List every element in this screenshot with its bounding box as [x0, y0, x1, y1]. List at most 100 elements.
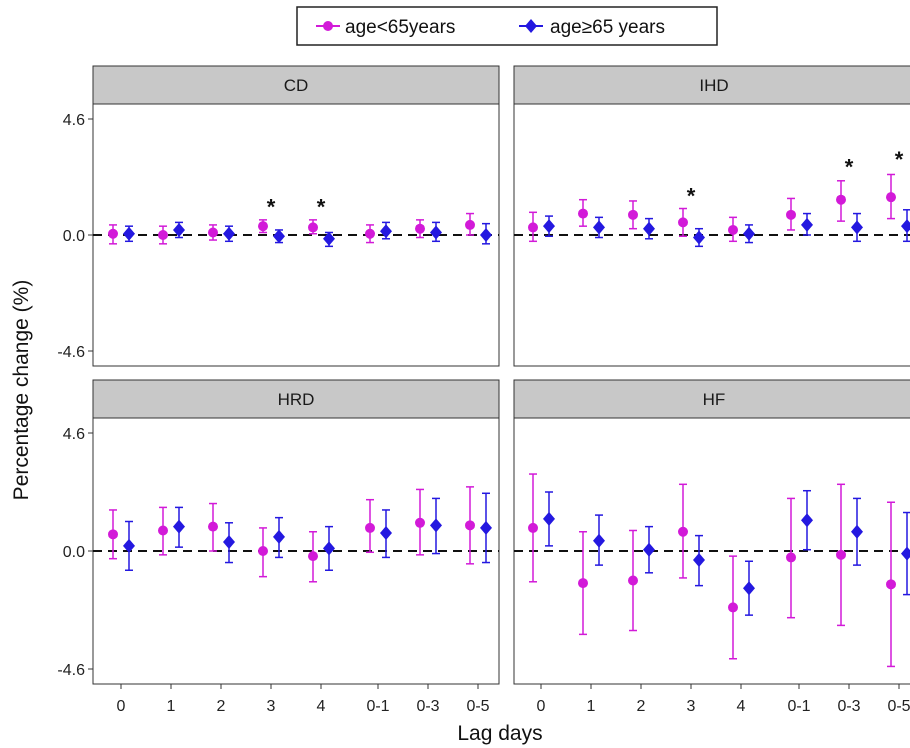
data-point — [801, 217, 813, 232]
data-point — [578, 578, 588, 589]
x-tick-label: 3 — [267, 698, 276, 715]
y-tick-label: 0.0 — [63, 544, 85, 561]
legend-label: age<65years — [345, 17, 455, 38]
significance-marker: * — [895, 147, 904, 172]
facet-panels: CD * * IHD * * * HRD HF — [92, 65, 910, 685]
panel-title: CD — [284, 76, 309, 95]
data-point — [323, 541, 335, 556]
data-point — [643, 221, 655, 236]
data-point — [323, 231, 335, 246]
data-point — [158, 230, 168, 240]
data-point — [480, 520, 492, 535]
data-point — [786, 552, 796, 563]
data-point — [743, 226, 755, 241]
data-point — [543, 219, 555, 234]
panel-title: HF — [703, 390, 726, 409]
panel-hf: HF — [513, 379, 910, 685]
legend-label: age≥65 years — [550, 17, 665, 38]
data-point — [415, 223, 425, 234]
data-point — [851, 524, 863, 539]
data-point — [528, 522, 538, 533]
x-tick-label: 3 — [687, 698, 696, 715]
significance-marker: * — [687, 183, 696, 208]
data-point — [678, 526, 688, 537]
legend-key-marker — [323, 21, 333, 31]
data-point — [380, 526, 392, 541]
data-point — [430, 225, 442, 240]
legend-key-marker — [525, 19, 537, 33]
data-point — [223, 535, 235, 550]
data-point — [173, 519, 185, 534]
data-point — [108, 529, 118, 540]
panel-strip — [92, 379, 500, 419]
data-point — [208, 521, 218, 532]
data-point — [308, 551, 318, 562]
y-tick-label: -4.6 — [57, 662, 85, 679]
data-point — [258, 221, 268, 232]
data-point — [693, 230, 705, 245]
data-point — [578, 208, 588, 219]
data-point — [851, 220, 863, 235]
data-point — [728, 602, 738, 613]
y-tick-label: 4.6 — [63, 426, 85, 443]
data-point — [173, 222, 185, 237]
axes: 4.6 0.0 -4.6 4.6 0.0 -4.6 0 1 2 3 4 0-1 0-3 0-5 0 1 2 3 4 0… — [10, 112, 910, 745]
panel-strip — [513, 65, 910, 105]
panel-strip — [92, 65, 500, 105]
x-tick-label: 0 — [117, 698, 126, 715]
data-point — [593, 220, 605, 235]
x-tick-label: 1 — [587, 698, 596, 715]
data-point — [480, 228, 492, 242]
y-tick-label: 4.6 — [63, 112, 85, 129]
data-point — [543, 511, 555, 526]
x-tick-label: 0-5 — [466, 698, 489, 715]
x-tick-label: 0-3 — [416, 698, 439, 715]
data-point — [415, 517, 425, 528]
data-point — [901, 546, 910, 561]
data-point — [693, 552, 705, 567]
data-point — [786, 209, 796, 220]
data-point — [901, 219, 910, 234]
panel-hrd: HRD — [92, 379, 500, 685]
data-point — [380, 224, 392, 239]
x-tick-label: 2 — [217, 698, 226, 715]
y-tick-label: 0.0 — [63, 228, 85, 245]
data-point — [123, 226, 135, 241]
panel-ihd: IHD * * * — [513, 65, 910, 367]
significance-marker: * — [267, 195, 276, 220]
data-point — [728, 224, 738, 235]
x-tick-label: 1 — [167, 698, 176, 715]
data-point — [836, 549, 846, 560]
data-point — [123, 538, 135, 553]
x-tick-label: 0-5 — [887, 698, 910, 715]
data-point — [465, 520, 475, 531]
legend: age<65years age≥65 years — [296, 6, 718, 46]
data-point — [308, 222, 318, 233]
legend-box — [296, 6, 718, 46]
x-tick-label: 0-1 — [366, 698, 389, 715]
data-point — [273, 529, 285, 544]
x-tick-label: 0-3 — [837, 698, 860, 715]
x-tick-label: 4 — [317, 698, 326, 715]
x-tick-label: 0-1 — [787, 698, 810, 715]
data-point — [836, 194, 846, 205]
data-point — [258, 546, 268, 556]
data-point — [801, 513, 813, 528]
data-point — [108, 228, 118, 239]
data-point — [465, 219, 475, 230]
data-point — [365, 228, 375, 239]
data-point — [678, 217, 688, 228]
x-tick-label: 4 — [737, 698, 746, 715]
x-axis-title: Lag days — [457, 722, 542, 745]
data-point — [743, 581, 755, 596]
data-point — [628, 575, 638, 586]
data-point — [208, 227, 218, 238]
x-tick-label: 0 — [537, 698, 546, 715]
panel-cd: CD * * — [92, 65, 500, 367]
y-tick-label: -4.6 — [57, 344, 85, 361]
data-point — [430, 518, 442, 533]
data-point — [628, 209, 638, 220]
data-point — [273, 229, 285, 244]
data-point — [886, 579, 896, 590]
